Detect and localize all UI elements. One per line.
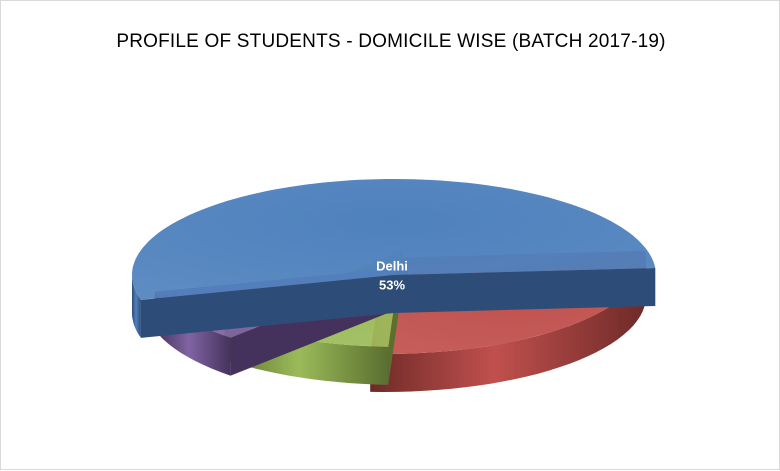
slice-label-delhi: Delhi 53% [376, 259, 408, 293]
slice-name-label: Delhi [376, 259, 408, 274]
pie-slice-delhi [132, 179, 656, 338]
slice-percent-label: 53% [379, 278, 405, 293]
slice-label-eastern-states: Eastern States 11% [438, 96, 514, 125]
slice-percent-label: 11% [465, 113, 487, 125]
slice-label-southern-states: Southern States 9% [524, 138, 608, 166]
chart-title: PROFILE OF STUDENTS - DOMICILE WISE (BAT… [116, 31, 666, 52]
slice-name-label: Northern States [262, 99, 352, 113]
slice-name-label: (other than Delhi) [257, 117, 356, 131]
slice-label-northern-states: Northern States (other than Delhi) 27% [257, 99, 356, 149]
slice-name-label: Eastern States [438, 96, 514, 108]
slice-name-label: Southern States [524, 138, 608, 150]
slice-percent-label: 9% [558, 154, 574, 166]
slice-percent-label: 27% [295, 135, 319, 149]
